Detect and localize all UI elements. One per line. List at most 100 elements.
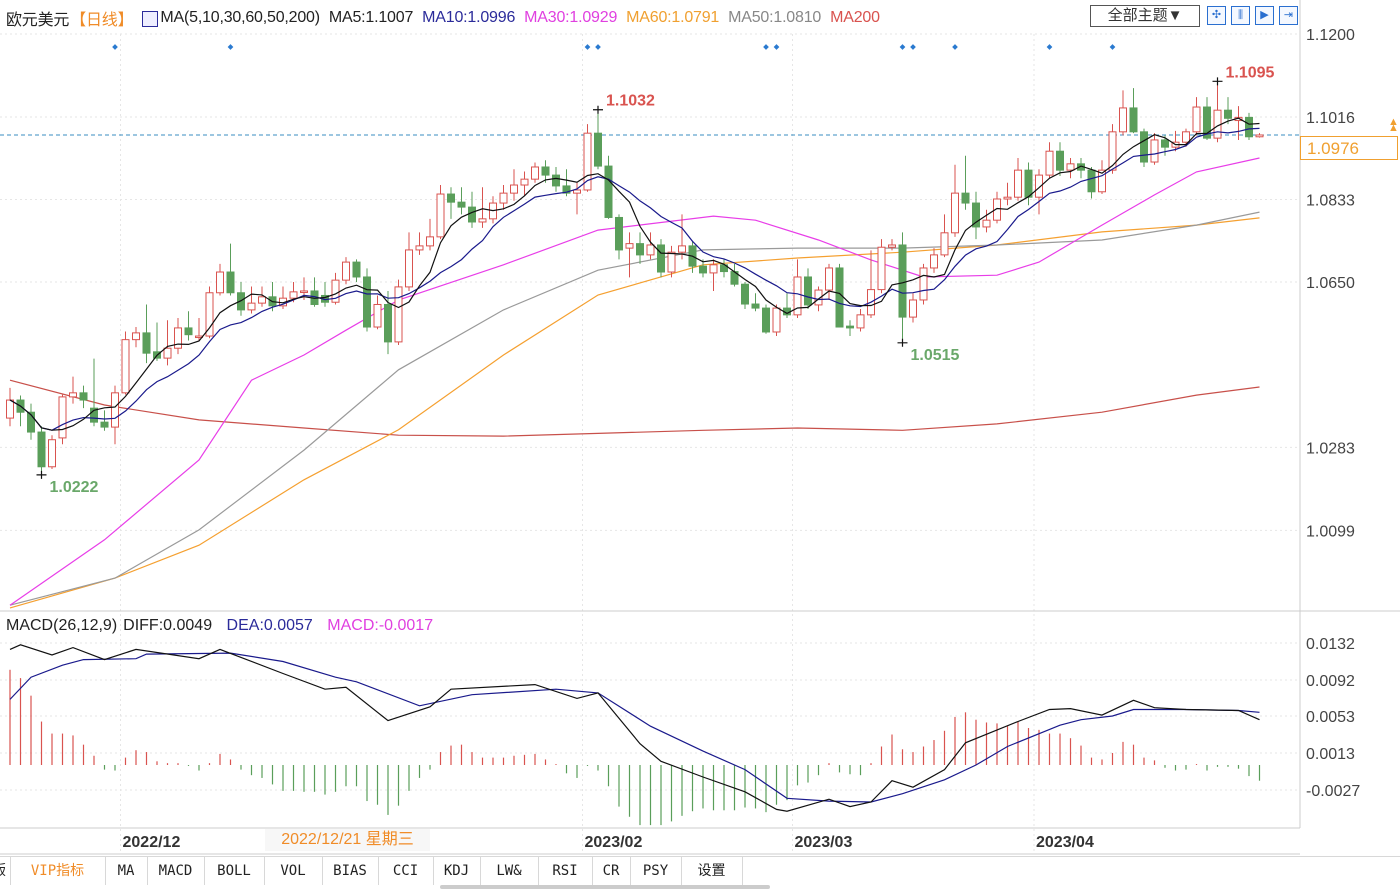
candle-down (615, 214, 623, 260)
candle-up (373, 295, 382, 330)
jump-end-icon[interactable]: ⇥ (1279, 6, 1298, 25)
tab-ma[interactable]: MA (105, 857, 148, 885)
tab-kdj[interactable]: KDJ (433, 857, 481, 885)
tab-macd[interactable]: MACD (147, 857, 205, 885)
candle-body (163, 347, 172, 359)
candle-down (37, 426, 46, 475)
macd-y-tick-label: 0.0132 (1306, 636, 1355, 653)
candle-down (1140, 128, 1148, 167)
tab-version[interactable]: 版 (0, 857, 11, 885)
candle-down (972, 191, 980, 240)
event-marker-icon (899, 44, 906, 50)
candle-down (762, 304, 770, 334)
candle-body (1024, 169, 1033, 198)
tab-boll[interactable]: BOLL (204, 857, 265, 885)
candle-body (877, 246, 886, 291)
crosshair-date-label: 2022/12/21 星期三 (265, 829, 430, 851)
high-price-label: 1.1095 (1226, 64, 1275, 81)
crosshair-icon[interactable]: ✣ (1207, 6, 1226, 25)
candle-down (100, 410, 109, 431)
candle-body (741, 283, 749, 305)
macd-panel[interactable] (9, 644, 1261, 826)
candle-up (877, 239, 886, 294)
candle-body (898, 244, 907, 318)
price-panel[interactable]: 1.1032 1.1095 1.0222 1.0515 (0, 44, 1300, 609)
event-marker-icon (910, 44, 916, 50)
ma30-line (9, 157, 1260, 606)
candle-body (594, 132, 602, 167)
candle-body (69, 392, 77, 398)
macd-params[interactable]: MACD(26,12,9) (6, 617, 118, 634)
ma30-value: MA30:1.0929 (524, 9, 618, 26)
candle-body (1066, 163, 1075, 171)
candle-up (625, 232, 634, 278)
tab-lw[interactable]: LW& (480, 857, 539, 885)
y-tick-label: 1.0283 (1306, 440, 1355, 457)
scroll-up-arrow-icon[interactable]: ▲ ▲ (1388, 116, 1399, 134)
event-marker-icon (112, 44, 118, 50)
candle-down (1077, 157, 1085, 179)
candle-body (636, 243, 644, 256)
tab-rsi[interactable]: RSI (538, 857, 593, 885)
candle-up (331, 272, 340, 305)
candle-body (615, 216, 623, 251)
candle-body (48, 439, 56, 468)
candle-down (27, 403, 35, 440)
x-tick-label: 2022/12 (123, 834, 181, 851)
tab-vol[interactable]: VOL (264, 857, 323, 885)
macd-y-tick-label: 0.0013 (1306, 746, 1355, 763)
theme-dropdown[interactable]: 全部主题▼ (1090, 5, 1200, 27)
macd-y-tick-label: 0.0092 (1306, 673, 1355, 690)
candle-down (636, 232, 644, 264)
candle-body (793, 276, 802, 316)
candle-up (919, 263, 928, 305)
x-tick-label: 2023/03 (795, 834, 853, 851)
candle-up (1098, 160, 1106, 195)
candle-body (1119, 107, 1127, 133)
candle-body (951, 192, 959, 234)
candle-body (216, 271, 224, 294)
candle-down (846, 320, 854, 337)
tab-bias[interactable]: BIAS (322, 857, 379, 885)
period-label[interactable]: 【日线】 (70, 12, 134, 29)
ma-chart-icon[interactable] (142, 11, 159, 27)
candle-up (1108, 124, 1117, 174)
candle-body (552, 174, 560, 187)
candle-body (510, 184, 518, 194)
candle-body (646, 244, 655, 256)
tab-cci[interactable]: CCI (378, 857, 434, 885)
event-marker-icon (584, 44, 591, 50)
candle-up (1192, 97, 1201, 136)
candle-up (520, 171, 529, 197)
tab-psy[interactable]: PSY (630, 857, 682, 885)
candle-up (1045, 142, 1054, 179)
tab-cr[interactable]: CR (592, 857, 631, 885)
zoom-range-icon[interactable]: ⫼ (1231, 6, 1250, 25)
candle-body (132, 332, 140, 341)
candle-up (48, 435, 56, 470)
horizontal-scrollbar[interactable] (440, 885, 770, 889)
candle-body (174, 327, 182, 349)
macd-legend: MACD(26,12,9) DIFF:0.0049 DEA:0.0057 MACD… (6, 617, 443, 635)
price-legend: 欧元美元 【日线】 MA(5,10,30,60,50,200) MA5:1.10… (6, 6, 889, 30)
candle-body (1182, 131, 1190, 143)
event-marker-icon (595, 44, 601, 50)
extreme-marker (897, 338, 908, 347)
play-icon[interactable]: ▶ (1255, 6, 1274, 25)
ma-params[interactable]: MA(5,10,30,60,50,200) (160, 9, 320, 26)
candle-body (972, 202, 980, 228)
candle-down (226, 243, 235, 296)
candle-body (247, 302, 256, 311)
ma50-value: MA50:1.0810 (728, 9, 822, 26)
candle-up (415, 232, 424, 255)
candle-body (6, 399, 14, 419)
tab-settings[interactable]: 设置 (681, 857, 743, 885)
y-tick-label: 1.0099 (1306, 523, 1355, 540)
candle-up (909, 293, 917, 323)
candle-down (552, 166, 560, 192)
grid (0, 33, 1300, 854)
tab-vip-indicators[interactable]: VIP指标 (10, 857, 106, 885)
candle-up (1150, 133, 1159, 165)
diff-line (9, 644, 1260, 812)
